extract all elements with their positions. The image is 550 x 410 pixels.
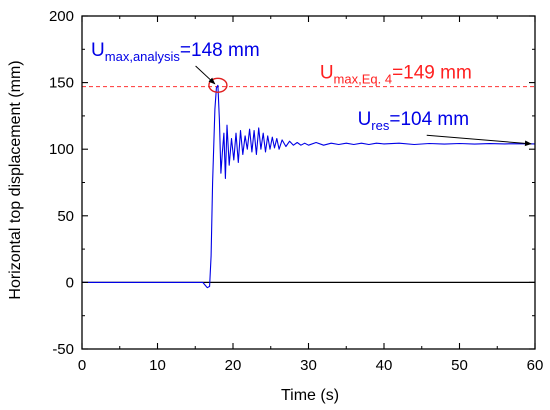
annotation-label-2: Ures=104 mm [358, 109, 470, 133]
y-tick-label: 0 [66, 274, 74, 291]
x-tick-label: 30 [300, 357, 317, 374]
annotation-arrow-2 [426, 134, 532, 147]
y-tick-label: 100 [49, 141, 74, 158]
x-tick-label: 20 [225, 357, 242, 374]
y-tick-label: 50 [57, 208, 74, 225]
x-axis-title: Time (s) [281, 387, 339, 404]
y-tick-label: 150 [49, 75, 74, 92]
peak-circle-marker [208, 77, 228, 93]
y-tick-label: -50 [52, 341, 74, 358]
y-axis-title: Horizontal top displacement (mm) [7, 60, 24, 299]
x-tick-label: 50 [451, 357, 468, 374]
annotation-label-1: Umax,Eq. 4=149 mm [320, 63, 472, 87]
annotation-arrow-0 [195, 65, 216, 85]
x-tick-label: 0 [78, 357, 86, 374]
x-tick-label: 60 [527, 357, 544, 374]
series-line-0 [82, 84, 536, 289]
annotation-label-0: Umax,analysis=148 mm [91, 40, 260, 64]
y-tick-label: 200 [49, 8, 74, 25]
x-tick-label: 40 [376, 357, 393, 374]
x-tick-label: 10 [149, 357, 166, 374]
